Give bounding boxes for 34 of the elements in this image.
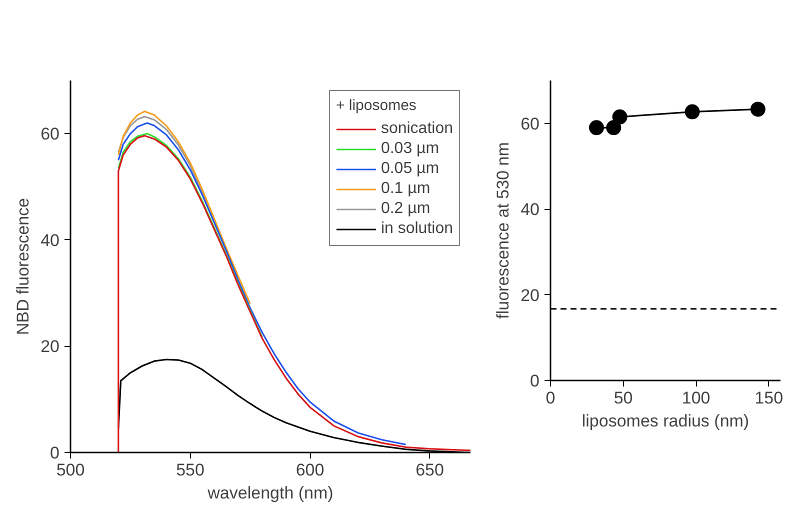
legend-label: sonication — [380, 120, 453, 138]
legend-title: + liposomes — [336, 97, 418, 114]
y-tick-label: 40 — [40, 230, 60, 250]
y-tick-label: 0 — [50, 444, 60, 462]
legend-label: 0.1 µm — [380, 180, 430, 198]
x-tick-label: 100 — [682, 388, 710, 408]
line-series — [118, 110, 251, 304]
legend-label: 0.05 µm — [380, 160, 440, 178]
y-axis-title: NBD fluorescence — [14, 198, 33, 335]
y-tick-label: 40 — [520, 200, 540, 220]
y-tick-label: 20 — [520, 286, 540, 305]
x-axis-title: wavelength (nm) — [206, 484, 334, 502]
y-tick-label: 20 — [40, 337, 60, 356]
point — [589, 120, 604, 136]
legend-label: 0.03 µm — [380, 140, 440, 158]
x-tick-label: 500 — [56, 460, 85, 480]
x-tick-label: 650 — [416, 460, 444, 480]
y-axis-title: fluorescence at 530 nm — [494, 142, 513, 319]
line-series — [118, 132, 263, 338]
y-tick-label: 0 — [530, 372, 540, 390]
y-tick-label: 60 — [40, 124, 60, 144]
x-tick-label: 50 — [614, 388, 633, 408]
legend-label: in solution — [380, 220, 453, 238]
x-tick-label: 150 — [754, 388, 784, 408]
point — [606, 120, 622, 136]
x-axis-title: liposomes radius (nm) — [582, 412, 750, 430]
legend-label: 0.2 µm — [380, 200, 430, 218]
point — [684, 104, 700, 120]
x-tick-label: 550 — [176, 460, 204, 480]
x-tick-label: 0 — [546, 388, 556, 408]
x-tick-label: 600 — [296, 460, 324, 480]
point — [612, 109, 628, 124]
y-tick-label: 60 — [520, 114, 540, 134]
point — [750, 102, 766, 117]
